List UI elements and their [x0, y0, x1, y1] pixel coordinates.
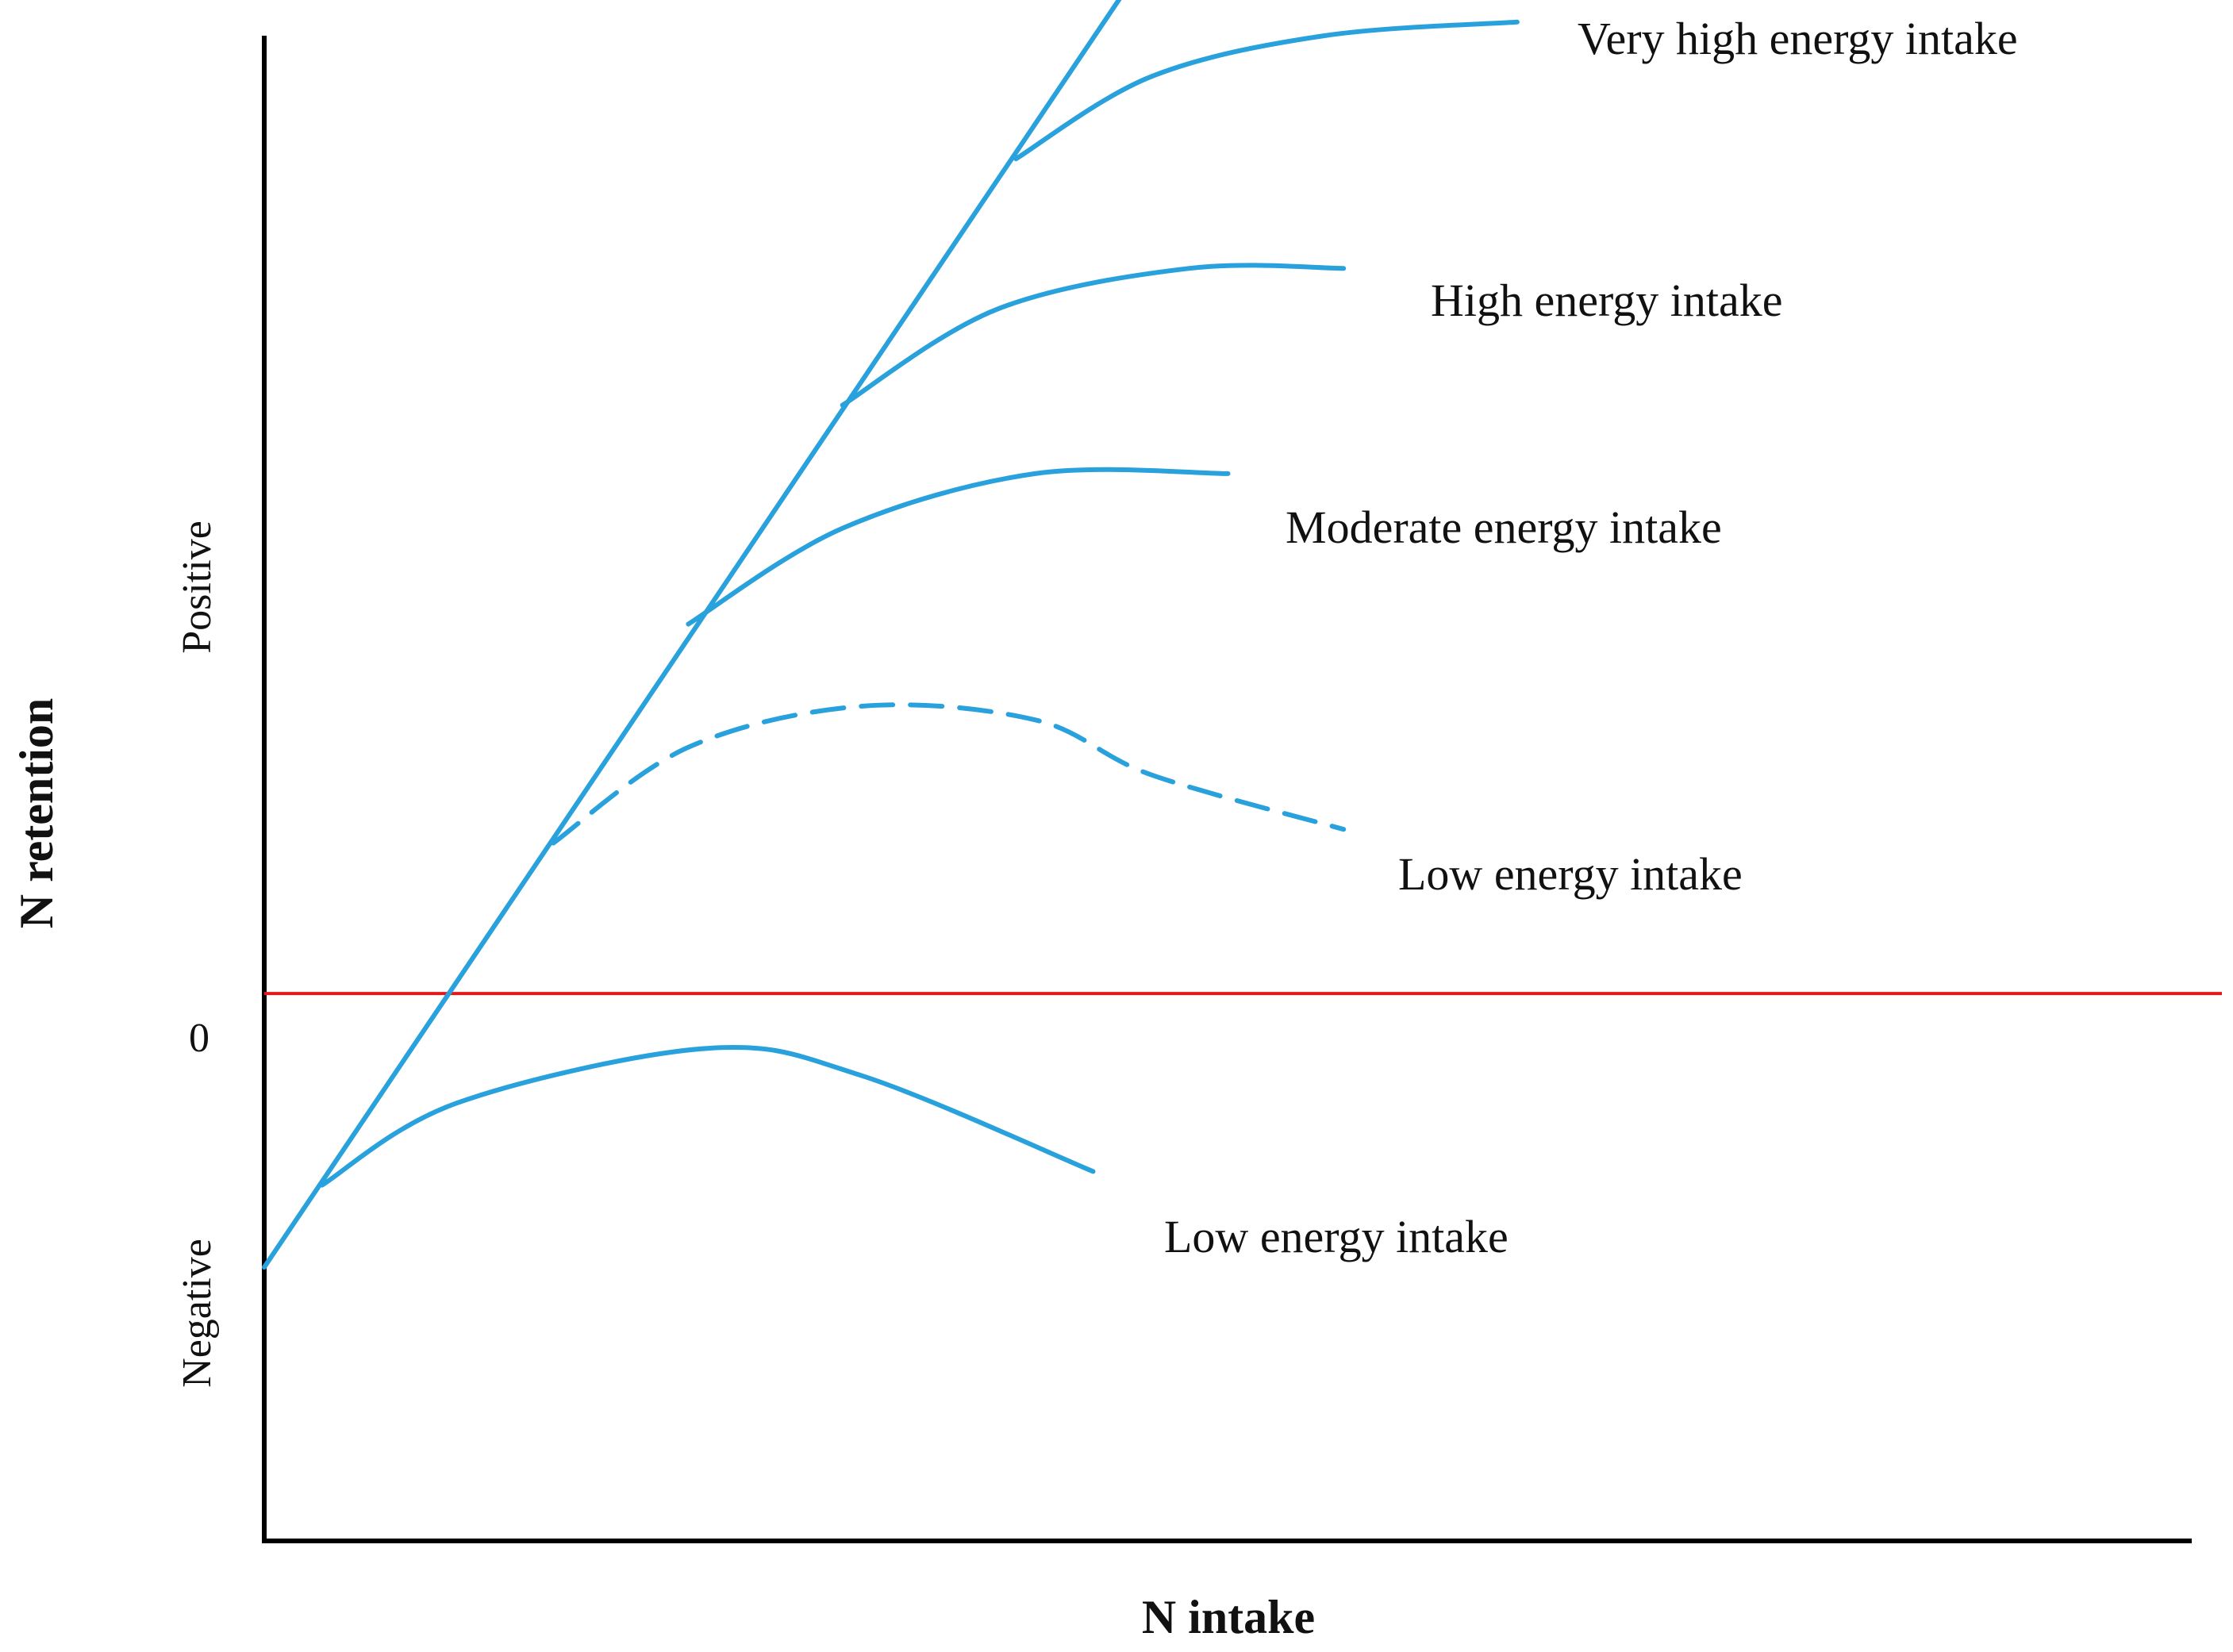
- series-line-low: [319, 1044, 1096, 1188]
- series-label-moderate: Moderate energy intake: [1286, 501, 1722, 553]
- series-label-high: High energy intake: [1431, 275, 1782, 326]
- series-label-low: Low energy intake: [1164, 1211, 1509, 1262]
- series-line-low-dashed: [551, 702, 1347, 846]
- max-retention-line: [262, 0, 1122, 1270]
- series-line-high: [840, 263, 1347, 408]
- x-axis-title: N intake: [1142, 1591, 1315, 1643]
- series-line-very-high: [1013, 19, 1520, 162]
- y-region-positive: Positive: [175, 521, 220, 654]
- y-region-negative: Negative: [175, 1239, 220, 1388]
- y-axis-title: N retention: [10, 698, 63, 929]
- series-line-moderate: [686, 467, 1231, 627]
- y-tick-zero: 0: [189, 1016, 209, 1061]
- series-label-very-high: Very high energy intake: [1578, 13, 2018, 64]
- series-label-low-dashed: Low energy intake: [1398, 848, 1743, 900]
